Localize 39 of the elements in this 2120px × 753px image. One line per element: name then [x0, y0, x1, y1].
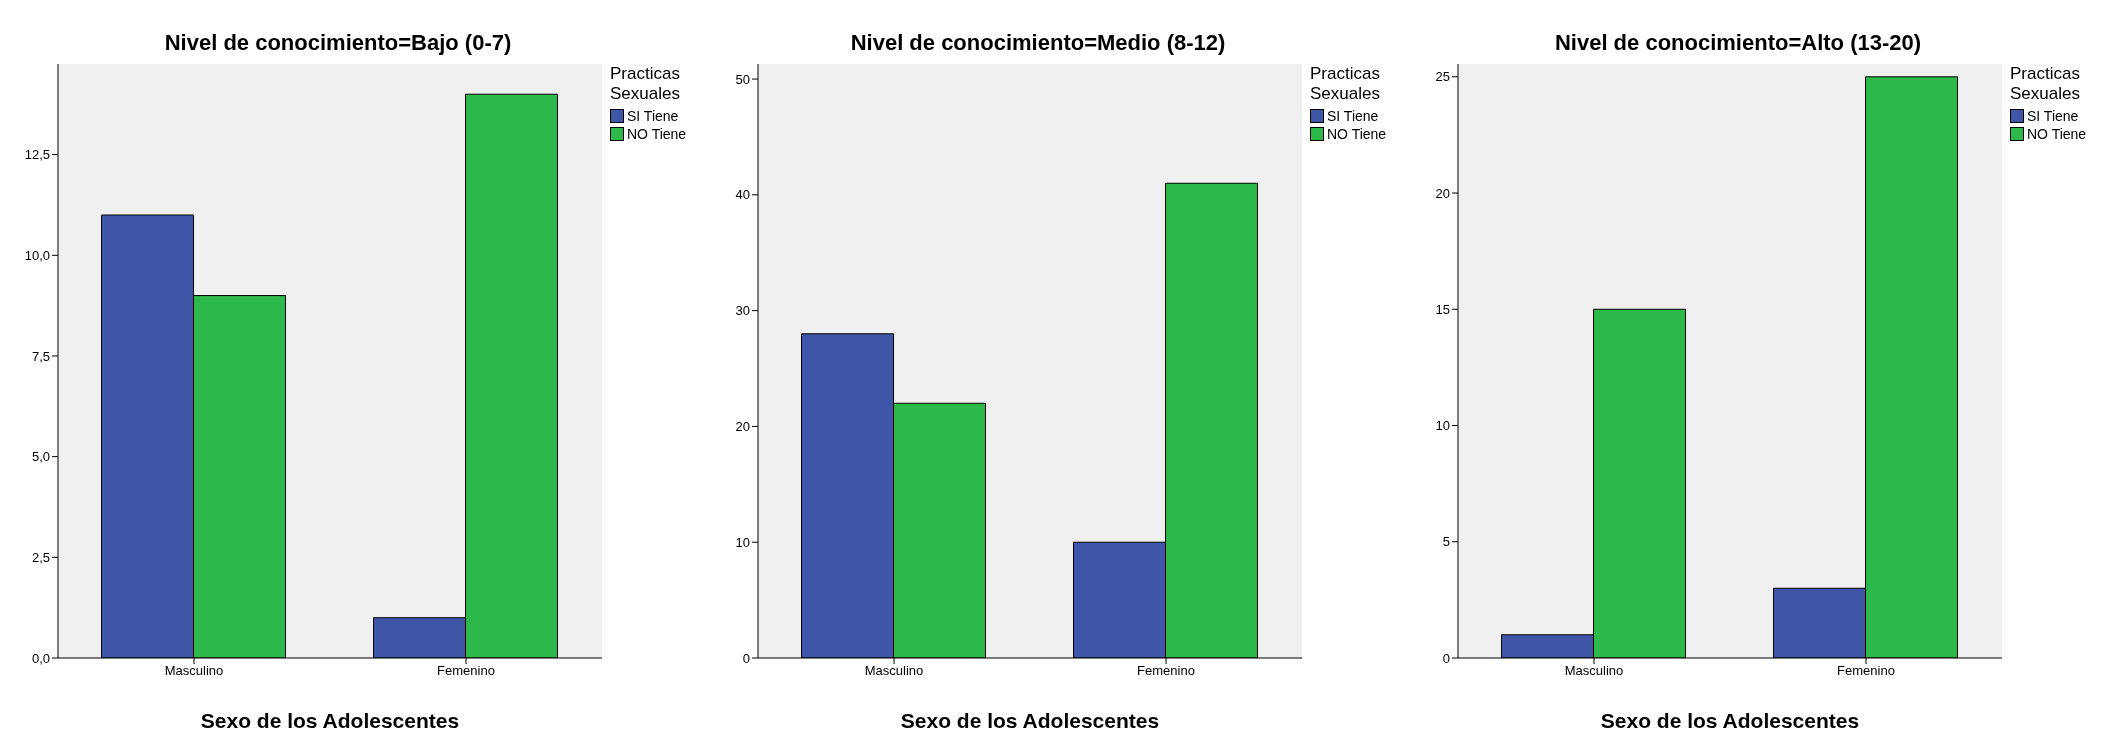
x-tick-label: Masculino: [164, 663, 224, 679]
legend-label: NO Tiene: [626, 126, 688, 142]
y-tick-label: 12,5: [24, 147, 50, 163]
legend-title: Practicas Sexuales: [610, 64, 681, 104]
y-tick-label: 25: [1435, 69, 1450, 85]
y-tick-label: 0: [742, 650, 750, 666]
y-tick-label: 7,5: [31, 348, 50, 364]
x-tick-label: Masculino: [864, 663, 924, 679]
y-tick-label: 2,5: [31, 549, 50, 565]
chart-title: Nivel de conocimiento=Bajo (0-7): [163, 30, 513, 56]
x-tick-label: Femenino: [437, 663, 495, 679]
y-tick-label: 15: [1435, 301, 1450, 317]
legend-label: SI Tiene: [2026, 108, 2080, 124]
y-tick-label: 0: [1442, 650, 1450, 666]
legend-label: SI Tiene: [1326, 108, 1380, 124]
y-tick-label: 10: [735, 534, 750, 550]
y-tick-label: 5: [1442, 534, 1450, 550]
legend-title: Practicas Sexuales: [1310, 64, 1381, 104]
x-tick-label: Femenino: [1137, 663, 1195, 679]
x-axis-title: Sexo de los Adolescentes: [1600, 709, 1860, 732]
chart-title: Nivel de conocimiento=Alto (13-20): [1553, 30, 1923, 56]
y-tick-label: 0,0: [31, 650, 50, 666]
y-tick-label: 5,0: [31, 449, 50, 465]
x-axis-title: Sexo de los Adolescentes: [900, 709, 1160, 732]
x-tick-label: Masculino: [1564, 663, 1624, 679]
y-tick-label: 30: [735, 303, 750, 319]
legend-label: SI Tiene: [626, 108, 680, 124]
y-tick-label: 10,0: [24, 247, 50, 263]
y-tick-label: 50: [735, 71, 750, 87]
y-tick-label: 20: [1435, 185, 1450, 201]
y-tick-label: 40: [735, 187, 750, 203]
y-tick-label: 10: [1435, 418, 1450, 434]
chart-title: Nivel de conocimiento=Medio (8-12): [849, 30, 1227, 56]
legend-title: Practicas Sexuales: [2010, 64, 2081, 104]
y-tick-label: 20: [735, 419, 750, 435]
legend-label: NO Tiene: [2026, 126, 2088, 142]
legend-label: NO Tiene: [1326, 126, 1388, 142]
x-axis-title: Sexo de los Adolescentes: [200, 709, 460, 732]
x-tick-label: Femenino: [1837, 663, 1895, 679]
